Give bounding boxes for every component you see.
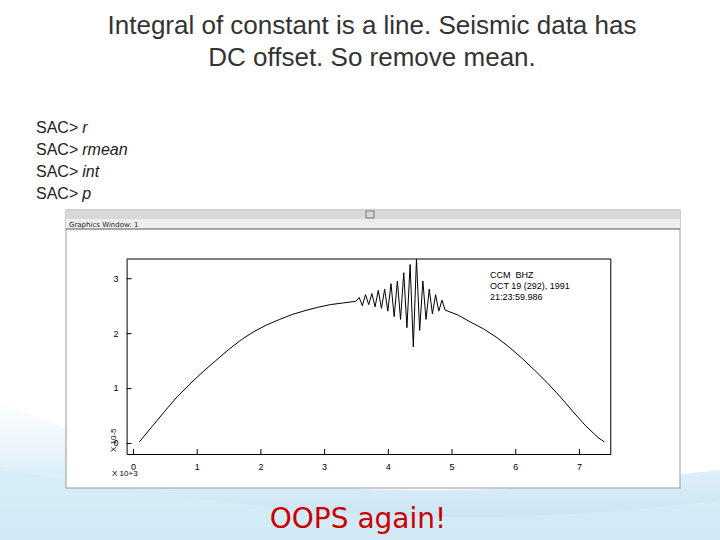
command-prompt: SAC>: [36, 119, 78, 136]
window-titlebar: [66, 219, 680, 229]
tick: 2: [114, 329, 132, 339]
tick-label: 2: [114, 329, 119, 339]
window-divider: [66, 229, 680, 230]
command-line: SAC>p: [36, 185, 91, 202]
trace: [139, 259, 604, 442]
tick-mark: [127, 278, 132, 279]
tick-mark: [127, 443, 132, 444]
plot-frame: [127, 259, 611, 260]
y-axis: 0123: [114, 260, 132, 455]
tick-mark: [579, 449, 580, 454]
window-titlebar: [66, 210, 680, 219]
tick: 2: [258, 449, 263, 472]
slide-title: Integral of constant is a line. Seismic …: [108, 10, 637, 40]
axis-line: [127, 454, 611, 455]
tick-mark: [127, 388, 132, 389]
axis-line: [127, 260, 128, 455]
tick-label: 5: [450, 462, 455, 472]
window-button[interactable]: [366, 211, 374, 218]
annotation: CCM BHZ: [490, 270, 534, 280]
annotation: 21:23:59.986: [490, 292, 543, 302]
y-axis-label: X 10-5: [109, 428, 118, 452]
window-frame: [66, 210, 680, 488]
tick-label: 1: [195, 462, 200, 472]
tick-label: 6: [513, 462, 518, 472]
command-prompt: SAC>: [36, 185, 78, 202]
command: p: [81, 185, 91, 202]
tick-label: 3: [322, 462, 327, 472]
plot-frame: [610, 259, 611, 454]
command-prompt: SAC>: [36, 163, 78, 180]
x-axis: 01234567: [127, 449, 611, 472]
window-title: Graphics Window: 1: [69, 221, 138, 229]
tick: 4: [386, 449, 391, 472]
tick-mark: [197, 449, 198, 454]
x-axis-label: X 10+3: [112, 469, 138, 478]
tick-mark: [388, 449, 389, 454]
graphics-window: Graphics Window: 1: [66, 210, 680, 488]
tick: 7: [577, 449, 582, 472]
command: r: [82, 119, 88, 136]
slide: Integral of constant is a line. Seismic …: [0, 0, 720, 540]
command-line: SAC>rmean: [36, 141, 128, 158]
tick-mark: [127, 333, 132, 334]
command-line: SAC>int: [36, 163, 100, 180]
tick: 6: [513, 449, 518, 472]
tick-mark: [515, 449, 516, 454]
tick-label: 1: [114, 383, 119, 393]
plot-area: [139, 259, 604, 442]
tick: 1: [114, 383, 132, 393]
slide-title: DC offset. So remove mean.: [208, 42, 536, 72]
tick-label: 2: [258, 462, 263, 472]
command-prompt: SAC>: [36, 141, 78, 158]
tick-mark: [452, 449, 453, 454]
command: int: [82, 163, 99, 180]
tick: 3: [322, 449, 327, 472]
command: rmean: [82, 141, 127, 158]
tick-label: 7: [577, 462, 582, 472]
caption: OOPS again!: [270, 502, 446, 535]
tick-label: 4: [386, 462, 391, 472]
tick-label: 3: [114, 274, 119, 284]
tick: 3: [114, 274, 132, 284]
tick-mark: [133, 449, 134, 454]
command-line: SAC>r: [36, 119, 88, 136]
chart: 012345670123X 10+3X 10-5CCM BHZOCT 19 (2…: [109, 259, 611, 478]
tick-mark: [324, 449, 325, 454]
annotation: OCT 19 (292), 1991: [490, 281, 570, 291]
tick-mark: [260, 449, 261, 454]
tick: 1: [195, 449, 200, 472]
tick: 5: [450, 449, 455, 472]
